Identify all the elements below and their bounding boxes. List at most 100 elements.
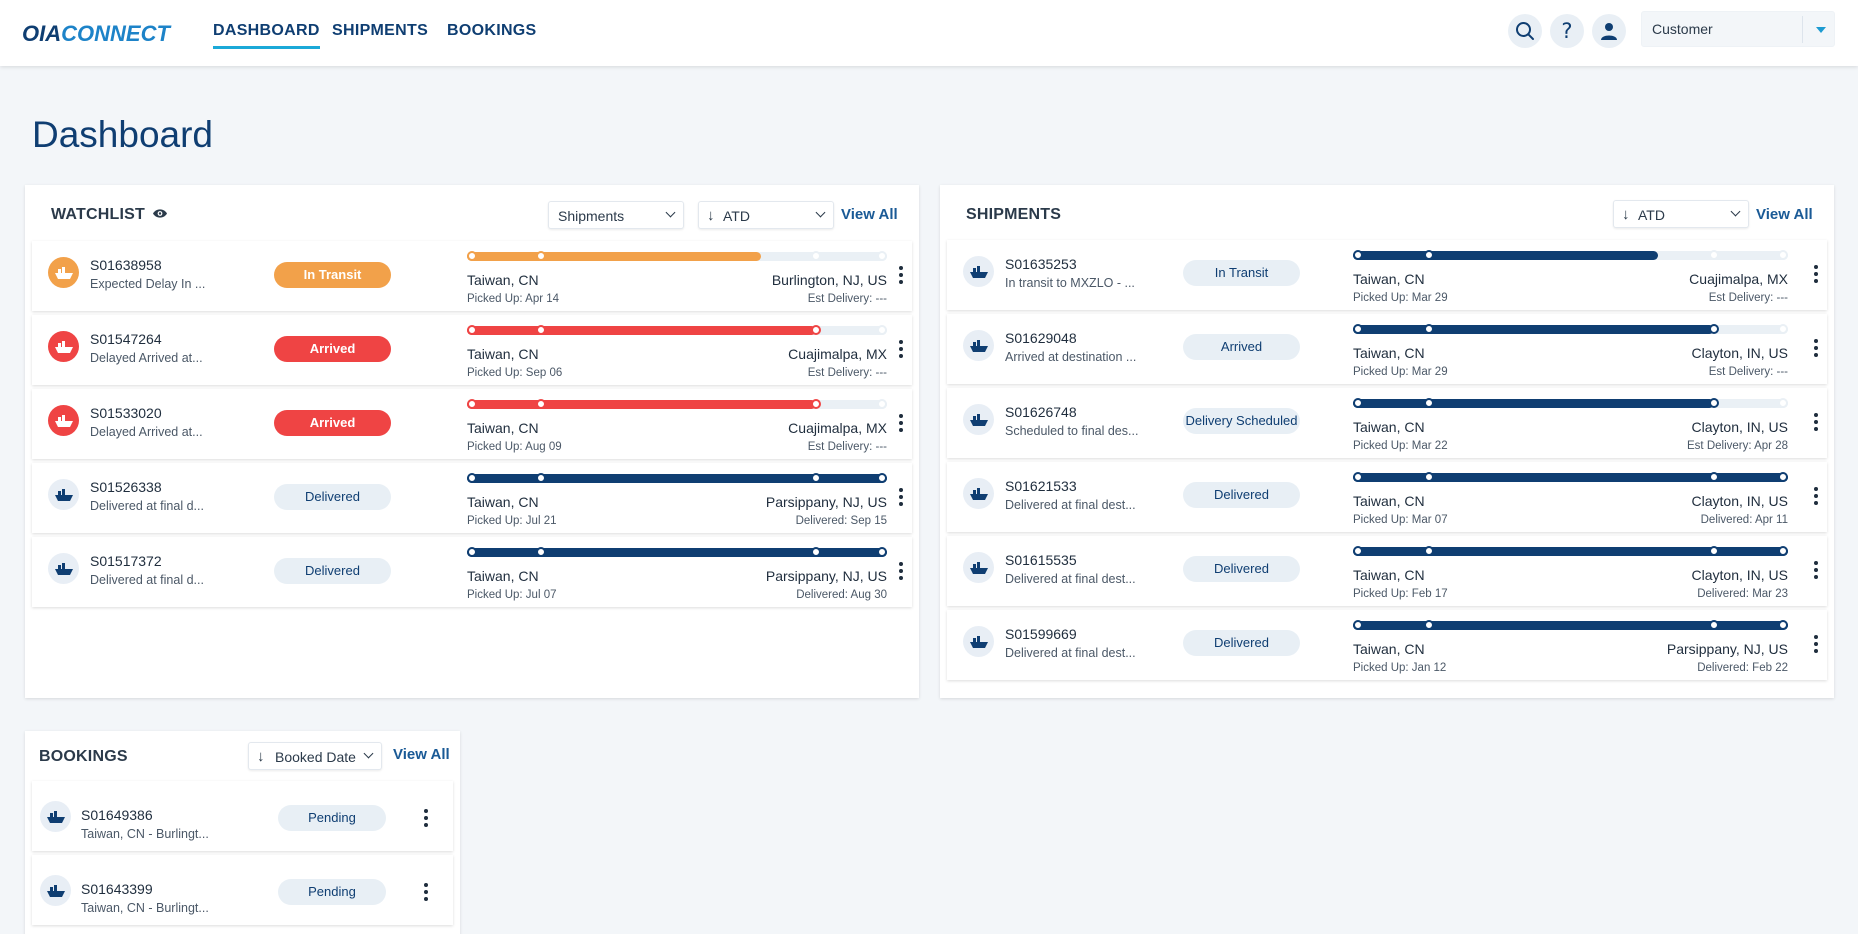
progress-stage-dot <box>1709 620 1719 630</box>
shipments-sort-select[interactable]: ↓ ATD <box>1613 200 1749 228</box>
watchlist-type-select[interactable]: Shipments <box>548 201 684 229</box>
booking-row[interactable]: S01649386 Taiwan, CN - Burlingt... Pending <box>32 781 453 851</box>
bookings-sort-select[interactable]: ↓ Booked Date <box>248 742 382 770</box>
shipment-id[interactable]: S01526338 <box>90 479 162 495</box>
ship-icon <box>54 414 73 427</box>
top-nav-bar: OIACONNECT DASHBOARD SHIPMENTS BOOKINGS … <box>0 0 1858 66</box>
status-badge: Delivered <box>274 558 391 584</box>
shipment-row[interactable]: S01621533 Delivered at final dest... Deliv… <box>947 462 1827 532</box>
progress-stage-dot <box>1424 398 1434 408</box>
more-options-icon[interactable] <box>1813 487 1819 505</box>
progress-stage-dot <box>1778 546 1788 556</box>
shipment-id[interactable]: S01547264 <box>90 331 162 347</box>
shipment-row[interactable]: S01638958 Expected Delay In ... In Transit… <box>32 241 912 311</box>
shipment-row[interactable]: S01626748 Scheduled to final des... Delive… <box>947 388 1827 458</box>
more-options-icon[interactable] <box>1813 265 1819 283</box>
ship-icon <box>969 635 988 648</box>
nav-shipments[interactable]: SHIPMENTS <box>332 22 429 39</box>
shipment-id[interactable]: S01626748 <box>1005 404 1077 420</box>
shipment-status-detail: Arrived at destination ... <box>1005 350 1137 364</box>
more-options-icon[interactable] <box>898 562 904 580</box>
shipment-row[interactable]: S01615535 Delivered at final dest... Deliv… <box>947 536 1827 606</box>
nav-dashboard[interactable]: DASHBOARD <box>213 22 320 49</box>
booking-row[interactable]: S01643399 Taiwan, CN - Burlingt... Pending <box>32 855 453 925</box>
progress-stage-dot <box>1424 546 1434 556</box>
nav-bookings[interactable]: BOOKINGS <box>447 22 537 39</box>
more-options-icon[interactable] <box>1813 339 1819 357</box>
progress-stage-dot <box>877 325 887 335</box>
shipments-view-all-link[interactable]: View All <box>1756 206 1813 223</box>
status-badge: Delivered <box>1183 482 1300 508</box>
customer-select[interactable]: Customer <box>1641 11 1835 47</box>
watchlist-view-all-link[interactable]: View All <box>841 206 898 223</box>
shipment-status-detail: Scheduled to final des... <box>1005 424 1139 438</box>
shipment-id[interactable]: S01615535 <box>1005 552 1077 568</box>
destination-location: Burlington, NJ, US <box>771 272 887 288</box>
shipment-row[interactable]: S01533020 Delayed Arrived at... Arrived Tai… <box>32 389 912 459</box>
pickup-date: Picked Up: Aug 09 <box>467 441 562 453</box>
shipment-row[interactable]: S01517372 Delivered at final d... Delivere… <box>32 537 912 607</box>
pickup-date: Picked Up: Apr 14 <box>467 293 560 305</box>
oia-connect-logo[interactable]: OIACONNECT <box>22 21 170 46</box>
search-button[interactable] <box>1508 14 1542 48</box>
bookings-view-all-link[interactable]: View All <box>393 746 450 763</box>
destination-location: Cuajimalpa, MX <box>1689 271 1788 287</box>
arrow-down-icon: ↓ <box>707 207 715 224</box>
shipment-status-detail: Delayed Arrived at... <box>90 351 203 365</box>
more-options-icon[interactable] <box>898 266 904 284</box>
pickup-date: Picked Up: Feb 17 <box>1353 588 1448 600</box>
more-options-icon[interactable] <box>1813 635 1819 653</box>
more-options-icon[interactable] <box>898 340 904 358</box>
more-options-icon[interactable] <box>1813 561 1819 579</box>
select-divider <box>1802 16 1803 43</box>
bookings-title: BOOKINGS <box>39 748 128 765</box>
destination-location: Clayton, IN, US <box>1691 493 1788 509</box>
shipment-row[interactable]: S01599669 Delivered at final dest... Deliv… <box>947 610 1827 680</box>
more-options-icon[interactable] <box>423 883 429 901</box>
arrow-down-icon: ↓ <box>1622 206 1630 223</box>
progress-stage-dot <box>1709 250 1719 260</box>
more-options-icon[interactable] <box>423 809 429 827</box>
origin-location: Taiwan, CN <box>467 494 539 510</box>
progress-stage-dot <box>536 547 546 557</box>
progress-stage-dot <box>811 547 821 557</box>
shipment-row[interactable]: S01635253 In transit to MXZLO - ... In Tra… <box>947 240 1827 310</box>
help-button[interactable]: ? <box>1550 14 1584 48</box>
progress-stage-dot <box>1778 620 1788 630</box>
booking-route: Taiwan, CN - Burlingt... <box>81 901 209 915</box>
delivery-date: Delivered: Aug 30 <box>796 589 887 601</box>
pickup-date: Picked Up: Mar 29 <box>1353 366 1448 378</box>
progress-stage-dot <box>1353 620 1363 630</box>
status-badge: Arrived <box>274 410 391 436</box>
shipment-id[interactable]: S01599669 <box>1005 626 1077 642</box>
user-button[interactable] <box>1592 14 1626 48</box>
origin-location: Taiwan, CN <box>1353 641 1425 657</box>
shipment-progress-bar <box>467 473 887 483</box>
status-badge: Arrived <box>1183 334 1300 360</box>
watchlist-sort-select[interactable]: ↓ ATD <box>698 201 834 229</box>
shipment-id[interactable]: S01635253 <box>1005 256 1077 272</box>
progress-stage-dot <box>1778 324 1788 334</box>
shipment-id[interactable]: S01517372 <box>90 553 162 569</box>
shipment-id[interactable]: S01533020 <box>90 405 162 421</box>
shipment-row[interactable]: S01629048 Arrived at destination ... Arriv… <box>947 314 1827 384</box>
chevron-down-icon <box>815 207 826 218</box>
shipment-progress-bar <box>467 325 887 335</box>
shipment-row[interactable]: S01547264 Delayed Arrived at... Arrived Tai… <box>32 315 912 385</box>
booking-id[interactable]: S01643399 <box>81 881 153 897</box>
delivery-date: Est Delivery: --- <box>807 367 887 379</box>
shipment-id[interactable]: S01638958 <box>90 257 162 273</box>
caret-down-icon[interactable] <box>1816 27 1826 33</box>
more-options-icon[interactable] <box>1813 413 1819 431</box>
more-options-icon[interactable] <box>898 488 904 506</box>
progress-stage-dot <box>877 473 887 483</box>
shipment-row[interactable]: S01526338 Delivered at final d... Delivere… <box>32 463 912 533</box>
more-options-icon[interactable] <box>898 414 904 432</box>
shipment-id[interactable]: S01629048 <box>1005 330 1077 346</box>
progress-stage-dot <box>467 473 477 483</box>
booking-id[interactable]: S01649386 <box>81 807 153 823</box>
shipment-type-badge <box>963 552 994 583</box>
shipment-id[interactable]: S01621533 <box>1005 478 1077 494</box>
delivery-date: Est Delivery: Apr 28 <box>1687 440 1788 452</box>
shipment-type-badge <box>963 478 994 509</box>
